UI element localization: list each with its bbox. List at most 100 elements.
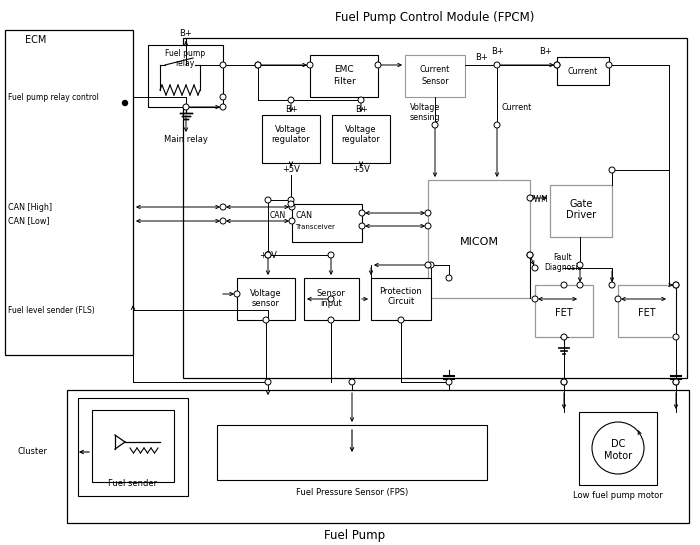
Circle shape xyxy=(432,122,438,128)
Circle shape xyxy=(606,62,612,68)
Text: B+: B+ xyxy=(491,47,503,57)
Bar xyxy=(78,398,188,496)
Text: +5V: +5V xyxy=(352,165,370,173)
Circle shape xyxy=(265,197,271,203)
Text: Sensor: Sensor xyxy=(421,76,449,86)
Text: Current: Current xyxy=(568,66,598,76)
Circle shape xyxy=(425,210,431,216)
Text: FET: FET xyxy=(638,308,656,318)
Circle shape xyxy=(263,317,269,323)
Circle shape xyxy=(673,379,679,385)
Circle shape xyxy=(220,204,226,210)
Circle shape xyxy=(265,252,271,258)
Text: CAN [High]: CAN [High] xyxy=(8,203,52,211)
Circle shape xyxy=(288,201,294,207)
Text: relay: relay xyxy=(176,58,195,68)
Text: Filter: Filter xyxy=(332,76,356,86)
Circle shape xyxy=(183,104,189,110)
Text: input: input xyxy=(320,300,342,308)
Text: +5V: +5V xyxy=(282,165,300,173)
Bar xyxy=(557,57,609,85)
Circle shape xyxy=(554,62,560,68)
Text: B+: B+ xyxy=(180,28,193,38)
Bar xyxy=(67,390,689,523)
Text: Diagnosis: Diagnosis xyxy=(545,263,582,271)
Circle shape xyxy=(328,317,334,323)
Text: Current: Current xyxy=(420,65,450,75)
Circle shape xyxy=(673,379,679,385)
Circle shape xyxy=(307,62,313,68)
Circle shape xyxy=(255,62,261,68)
Circle shape xyxy=(265,379,271,385)
Circle shape xyxy=(577,262,583,268)
Circle shape xyxy=(349,379,355,385)
Bar xyxy=(5,30,133,355)
Circle shape xyxy=(609,167,615,173)
Circle shape xyxy=(554,62,560,68)
Text: regulator: regulator xyxy=(342,136,380,144)
Circle shape xyxy=(561,379,567,385)
Circle shape xyxy=(359,210,365,216)
Circle shape xyxy=(328,252,334,258)
Text: Driver: Driver xyxy=(566,210,596,220)
Circle shape xyxy=(220,104,226,110)
Circle shape xyxy=(375,62,381,68)
Text: Motor: Motor xyxy=(604,451,632,461)
Bar xyxy=(183,38,687,378)
Bar xyxy=(535,285,593,337)
Circle shape xyxy=(561,282,567,288)
Text: Fuel level sender (FLS): Fuel level sender (FLS) xyxy=(8,306,95,314)
Circle shape xyxy=(673,282,679,288)
Bar xyxy=(292,204,362,242)
Bar xyxy=(428,180,530,298)
Text: +5V: +5V xyxy=(259,251,277,259)
Bar xyxy=(332,115,390,163)
Bar xyxy=(262,115,320,163)
Circle shape xyxy=(220,94,226,100)
Circle shape xyxy=(425,262,431,268)
Text: Voltage: Voltage xyxy=(250,288,282,298)
Circle shape xyxy=(220,218,226,224)
Text: Fuel pump relay control: Fuel pump relay control xyxy=(8,93,99,101)
Text: MICOM: MICOM xyxy=(459,237,498,247)
Circle shape xyxy=(673,282,679,288)
Text: Main relay: Main relay xyxy=(164,136,208,144)
Circle shape xyxy=(494,122,500,128)
Text: sensing: sensing xyxy=(410,112,440,122)
Text: Low fuel pump motor: Low fuel pump motor xyxy=(573,492,663,500)
Bar xyxy=(92,410,174,482)
Bar xyxy=(304,278,359,320)
Circle shape xyxy=(561,334,567,340)
Text: B+: B+ xyxy=(285,105,298,113)
Circle shape xyxy=(359,223,365,229)
Bar xyxy=(148,45,223,107)
Text: Fuel Pressure Sensor (FPS): Fuel Pressure Sensor (FPS) xyxy=(296,487,408,496)
Circle shape xyxy=(255,62,261,68)
Text: regulator: regulator xyxy=(272,136,310,144)
Text: Voltage: Voltage xyxy=(275,125,307,135)
Circle shape xyxy=(289,204,295,210)
Circle shape xyxy=(577,282,583,288)
Circle shape xyxy=(532,265,538,271)
Circle shape xyxy=(358,97,364,103)
Text: Voltage: Voltage xyxy=(410,104,440,112)
Circle shape xyxy=(234,291,240,297)
Text: Fuel pump: Fuel pump xyxy=(165,50,205,58)
Text: Fuel Pump: Fuel Pump xyxy=(324,529,386,542)
Circle shape xyxy=(446,275,452,281)
Text: FET: FET xyxy=(555,308,573,318)
Circle shape xyxy=(446,379,452,385)
Circle shape xyxy=(398,317,404,323)
Circle shape xyxy=(527,252,533,258)
Text: Sensor: Sensor xyxy=(316,288,345,298)
Text: Fuel Pump Control Module (FPCM): Fuel Pump Control Module (FPCM) xyxy=(335,11,535,25)
Text: CAN [Low]: CAN [Low] xyxy=(8,216,50,226)
Text: ECM: ECM xyxy=(25,35,46,45)
Text: PWM: PWM xyxy=(530,196,548,204)
Circle shape xyxy=(532,296,538,302)
Text: sensor: sensor xyxy=(252,300,280,308)
Text: Current: Current xyxy=(502,102,532,112)
Text: B+: B+ xyxy=(538,47,552,57)
Text: Gate: Gate xyxy=(569,199,593,209)
Circle shape xyxy=(288,97,294,103)
